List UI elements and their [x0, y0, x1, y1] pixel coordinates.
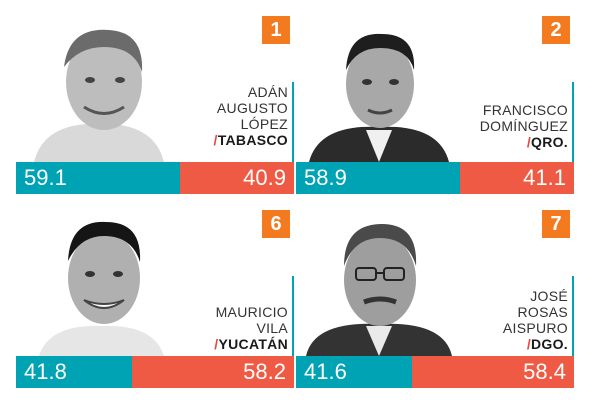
card-7: 7 JOSÉ ROSAS AISPURO /DGO. 41.6 58.4 — [296, 206, 574, 388]
name-line: DOMÍNGUEZ — [479, 118, 568, 134]
portrait-photo — [304, 206, 454, 356]
rank-badge: 6 — [262, 210, 290, 238]
name-line: VILA — [256, 320, 288, 336]
approve-value: 41.6 — [296, 356, 412, 388]
card-edge — [292, 82, 294, 162]
approve-value: 58.9 — [296, 162, 460, 194]
approval-bar: 59.1 40.9 — [16, 162, 294, 194]
name-line: ADÁN — [247, 84, 288, 100]
card-edge — [572, 276, 574, 356]
state-label: /YUCATÁN — [214, 336, 288, 352]
name-line: AUGUSTO — [216, 100, 288, 116]
rank-badge: 7 — [542, 210, 570, 238]
rank-badge: 2 — [542, 16, 570, 44]
name-line: MAURICIO — [215, 304, 288, 320]
state-label: /QRO. — [526, 134, 568, 150]
disapprove-value: 58.2 — [132, 356, 294, 388]
approve-value: 41.8 — [16, 356, 133, 388]
portrait-photo — [304, 12, 454, 162]
name-line: LÓPEZ — [240, 116, 288, 132]
name-line: JOSÉ — [530, 288, 568, 304]
name-line: AISPURO — [502, 320, 568, 336]
card-2: 2 FRANCISCO DOMÍNGUEZ /QRO. 58.9 41.1 — [296, 12, 574, 194]
disapprove-value: 41.1 — [459, 162, 574, 194]
card-1: 1 ADÁN AUGUSTO LÓPEZ /TABASCO 59.1 40.9 — [16, 12, 294, 194]
card-edge — [572, 82, 574, 162]
name-line: FRANCISCO — [482, 102, 568, 118]
portrait-photo — [24, 206, 174, 356]
state-label: /DGO. — [526, 336, 568, 352]
approve-value: 59.1 — [16, 162, 181, 194]
approval-bar: 41.6 58.4 — [296, 356, 574, 388]
candidate-name: MAURICIO VILA /YUCATÁN — [214, 304, 288, 352]
card-6: 6 MAURICIO VILA /YUCATÁN 41.8 58.2 — [16, 206, 294, 388]
name-line: ROSAS — [517, 304, 568, 320]
portrait-photo — [24, 12, 174, 162]
state-label: /TABASCO — [213, 132, 288, 148]
card-edge — [292, 276, 294, 356]
approval-bar: 41.8 58.2 — [16, 356, 294, 388]
rank-badge: 1 — [262, 16, 290, 44]
approval-bar: 58.9 41.1 — [296, 162, 574, 194]
candidate-name: ADÁN AUGUSTO LÓPEZ /TABASCO — [214, 84, 289, 148]
disapprove-value: 58.4 — [411, 356, 574, 388]
candidate-name: JOSÉ ROSAS AISPURO /DGO. — [503, 288, 568, 352]
disapprove-value: 40.9 — [180, 162, 294, 194]
candidate-name: FRANCISCO DOMÍNGUEZ /QRO. — [480, 102, 568, 150]
